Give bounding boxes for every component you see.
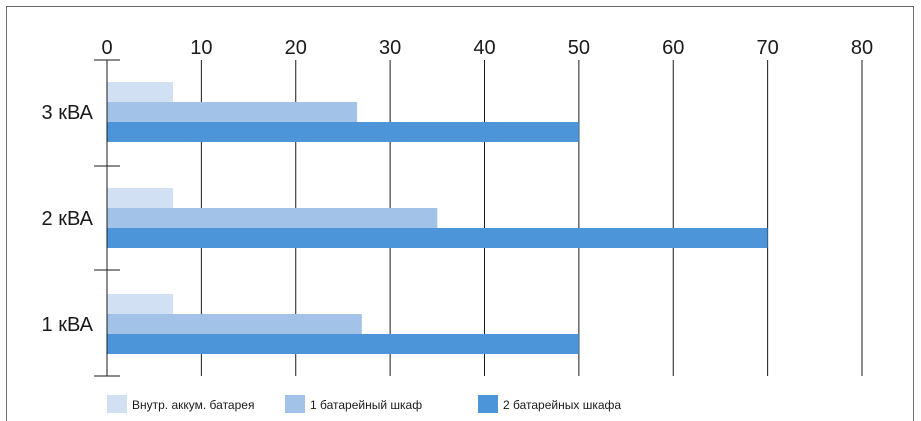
legend-swatch-1 [107,395,127,413]
bar-1-3 [107,122,579,142]
x-tick-labels: 0 10 20 30 40 50 60 70 80 [101,37,873,59]
legend-swatch-3 [478,395,498,413]
bar-2-3 [107,228,768,248]
bar-3-1 [107,294,174,314]
chart-border [6,6,914,421]
x-tick-label: 10 [190,37,212,59]
x-tick-label: 80 [851,37,873,59]
legend: Внутр. аккум. батарея 1 батарейный шкаф 2 … [107,395,621,413]
bar-1-1 [107,82,174,102]
x-tick-label: 0 [101,37,112,59]
y-axis [94,59,120,377]
legend-swatch-2 [285,395,305,413]
category-labels: 3 кВА 2 кВА 1 кВА [42,102,94,336]
x-tick-label: 50 [568,37,590,59]
legend-label-3: 2 батарейных шкафа [503,398,621,412]
x-tick-label: 70 [757,37,779,59]
category-label: 2 кВА [42,208,94,230]
category-label: 3 кВА [42,102,94,124]
bar-2-1 [107,188,174,208]
bar-1-2 [107,102,358,122]
bar-3-2 [107,314,362,334]
x-tick-label: 20 [285,37,307,59]
bar-2-2 [107,208,438,228]
x-tick-label: 40 [473,37,495,59]
legend-label-1: Внутр. аккум. батарея [132,398,254,412]
bars [107,82,768,354]
bar-3-3 [107,334,579,354]
x-tick-label: 60 [662,37,684,59]
x-tick-label: 30 [379,37,401,59]
category-label: 1 кВА [42,314,94,336]
legend-label-2: 1 батарейный шкаф [310,398,422,412]
